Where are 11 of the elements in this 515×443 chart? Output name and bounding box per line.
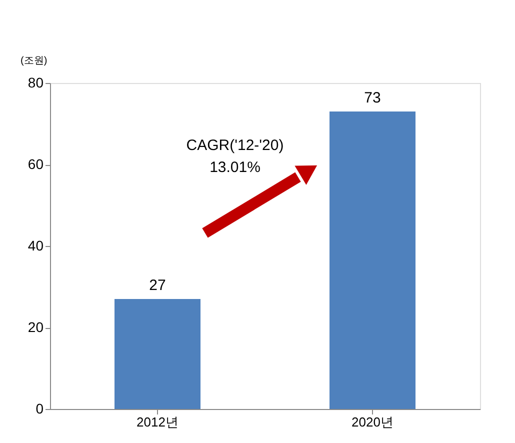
data-label: 73 [364,90,381,107]
y-tick-label: 0 [36,400,44,416]
y-tick-label: 80 [28,74,44,90]
y-axis-title: (조원) [20,56,48,66]
y-tick-label: 20 [28,319,44,335]
x-tick-label: 2012년 [136,414,178,430]
y-tick-label: 60 [28,156,44,172]
annotation: CAGR('12-'20) 13.01% [186,137,284,176]
data-label: 27 [149,276,166,294]
x-tick-label: 2020년 [352,414,394,430]
y-tick-label: 40 [28,238,44,254]
